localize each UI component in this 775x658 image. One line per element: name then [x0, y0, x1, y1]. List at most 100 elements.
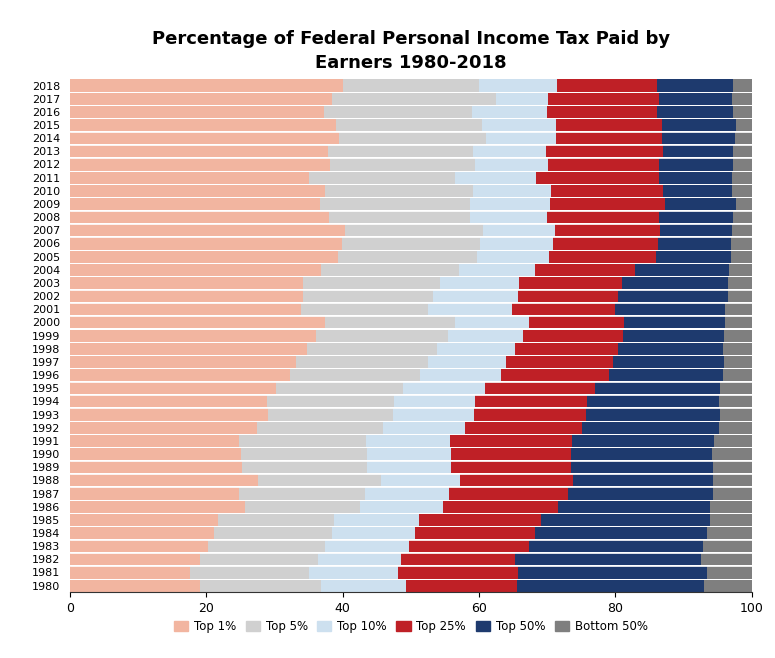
Bar — [366, 435, 450, 447]
Bar — [725, 330, 752, 342]
Bar — [242, 461, 367, 473]
Bar — [325, 185, 473, 197]
Bar — [324, 106, 472, 118]
Bar — [70, 303, 301, 315]
Bar — [339, 132, 486, 144]
Bar — [219, 514, 334, 526]
Bar — [472, 106, 547, 118]
Bar — [636, 264, 729, 276]
Bar — [329, 159, 475, 170]
Bar — [465, 422, 582, 434]
Bar — [556, 132, 663, 144]
Bar — [660, 224, 732, 236]
Bar — [257, 422, 383, 434]
Bar — [70, 93, 332, 105]
Bar — [429, 303, 512, 315]
Bar — [568, 488, 712, 499]
Bar — [475, 159, 548, 170]
Bar — [316, 330, 448, 342]
Bar — [615, 303, 725, 315]
Bar — [474, 409, 586, 420]
Bar — [70, 356, 296, 368]
Bar — [398, 567, 518, 578]
Bar — [624, 316, 725, 328]
Bar — [304, 290, 433, 302]
Bar — [320, 198, 470, 210]
Bar — [665, 198, 736, 210]
Bar — [659, 211, 733, 223]
Bar — [723, 369, 752, 381]
Bar — [267, 395, 394, 407]
Bar — [710, 514, 752, 526]
Bar — [529, 316, 624, 328]
Bar — [713, 461, 752, 473]
Bar — [301, 303, 429, 315]
Bar — [731, 251, 752, 263]
Bar — [609, 369, 723, 381]
Bar — [658, 238, 732, 249]
Bar — [342, 238, 480, 249]
Bar — [506, 356, 613, 368]
Bar — [70, 540, 208, 552]
Bar — [332, 93, 496, 105]
Bar — [70, 198, 320, 210]
Bar — [460, 264, 535, 276]
Bar — [470, 211, 546, 223]
Bar — [339, 251, 477, 263]
Bar — [443, 501, 558, 513]
Bar — [512, 303, 615, 315]
Bar — [70, 553, 199, 565]
Bar — [546, 211, 659, 223]
Bar — [582, 422, 719, 434]
Bar — [70, 474, 258, 486]
Bar — [733, 145, 752, 157]
Bar — [70, 527, 214, 539]
Bar — [448, 330, 523, 342]
Bar — [328, 145, 473, 157]
Bar — [701, 553, 752, 565]
Bar — [732, 185, 752, 197]
Bar — [70, 488, 239, 499]
Bar — [470, 198, 550, 210]
Bar — [713, 474, 752, 486]
Bar — [728, 290, 752, 302]
Bar — [332, 527, 415, 539]
Bar — [401, 553, 515, 565]
Bar — [419, 514, 540, 526]
Bar — [618, 290, 728, 302]
Bar — [455, 316, 529, 328]
Bar — [70, 448, 241, 460]
Bar — [406, 580, 518, 592]
Bar — [475, 395, 587, 407]
Bar — [70, 435, 239, 447]
Bar — [346, 224, 483, 236]
Bar — [322, 264, 460, 276]
Bar — [733, 159, 752, 170]
Bar — [515, 553, 701, 565]
Bar — [214, 527, 332, 539]
Bar — [473, 185, 551, 197]
Bar — [408, 540, 529, 552]
Bar — [501, 369, 609, 381]
Bar — [479, 80, 556, 91]
Bar — [712, 488, 752, 499]
Bar — [450, 435, 572, 447]
Bar — [246, 501, 360, 513]
Bar — [556, 119, 662, 131]
Bar — [309, 567, 398, 578]
Bar — [70, 580, 200, 592]
Bar — [663, 145, 733, 157]
Bar — [319, 553, 401, 565]
Bar — [70, 409, 267, 420]
Bar — [290, 369, 420, 381]
Bar — [656, 251, 731, 263]
Bar — [70, 343, 307, 355]
Bar — [70, 277, 304, 289]
Bar — [428, 356, 506, 368]
Title: Percentage of Federal Personal Income Tax Paid by
Earners 1980-2018: Percentage of Federal Personal Income Ta… — [152, 30, 670, 72]
Bar — [480, 238, 553, 249]
Bar — [553, 238, 658, 249]
Bar — [241, 448, 367, 460]
Bar — [595, 382, 720, 394]
Bar — [548, 93, 660, 105]
